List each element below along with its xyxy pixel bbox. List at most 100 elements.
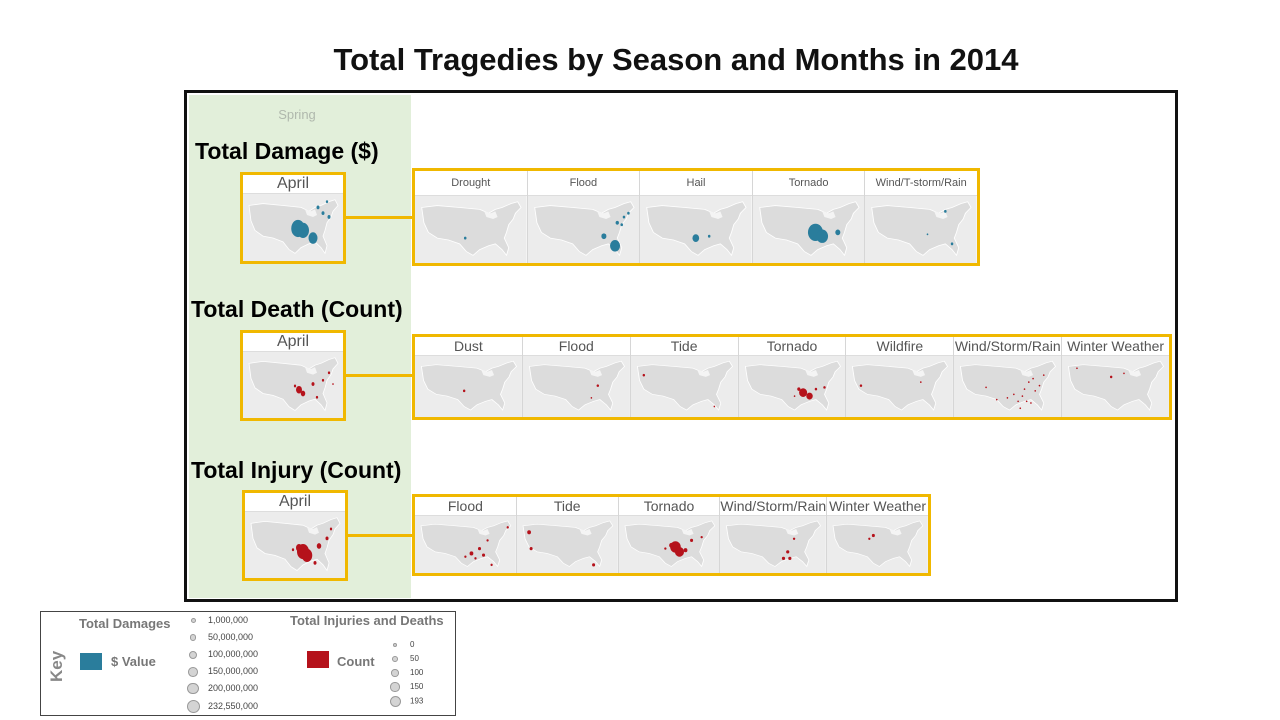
size-circle-icon xyxy=(188,666,198,677)
event-dot xyxy=(325,536,329,541)
panel-wildfire[interactable]: Wildfire xyxy=(846,337,955,417)
panel-winter-weather[interactable]: Winter Weather xyxy=(827,497,928,573)
month-thumb-death[interactable]: April xyxy=(240,330,346,421)
panel-tornado[interactable]: Tornado xyxy=(618,497,721,573)
event-dot xyxy=(805,392,813,400)
month-label: April xyxy=(243,175,343,194)
event-dot xyxy=(313,561,317,565)
damages-swatch-label: $ Value xyxy=(111,654,156,669)
panel-wind-storm-rain[interactable]: Wind/Storm/Rain xyxy=(720,497,828,573)
panel-flood[interactable]: Flood xyxy=(522,337,631,417)
event-dot xyxy=(316,543,322,549)
panel-wind-storm-rain[interactable]: Wind/Storm/Rain xyxy=(954,337,1063,417)
us-map-icon xyxy=(243,352,343,418)
connector-death xyxy=(346,374,413,377)
event-dot xyxy=(1110,375,1113,379)
panel-winter-weather[interactable]: Winter Weather xyxy=(1062,337,1170,417)
event-dot xyxy=(1043,374,1045,377)
event-dot xyxy=(1030,402,1033,404)
panel-flood[interactable]: Flood xyxy=(527,171,641,263)
us-map-icon xyxy=(415,356,522,417)
injuries-title: Total Injuries and Deaths xyxy=(290,613,444,628)
panel-tide[interactable]: Tide xyxy=(630,337,739,417)
panel-wind-t-storm-rain[interactable]: Wind/T-storm/Rain xyxy=(865,171,977,263)
panel-tornado[interactable]: Tornado xyxy=(738,337,847,417)
event-dot xyxy=(469,551,474,556)
event-dot xyxy=(642,373,645,377)
us-map-icon xyxy=(954,356,1062,417)
legend-size-item: 193 xyxy=(387,696,423,707)
event-dot xyxy=(683,548,688,553)
panel-label: Tide xyxy=(630,337,738,356)
event-dot xyxy=(1006,396,1009,399)
event-dot xyxy=(1013,393,1015,396)
event-dot xyxy=(463,236,467,240)
event-dot xyxy=(985,386,988,389)
panel-label: Tornado xyxy=(738,337,846,356)
month-thumb-injury[interactable]: April xyxy=(242,490,348,581)
panel-tornado[interactable]: Tornado xyxy=(752,171,866,263)
event-dot xyxy=(951,242,954,246)
event-dot xyxy=(1034,389,1037,392)
legend-key: Key Total Damages $ Value 1,000,000 50,00… xyxy=(40,611,456,716)
us-map-icon xyxy=(527,196,640,263)
us-map-icon xyxy=(243,194,343,261)
size-circle-icon xyxy=(392,656,398,662)
panel-strip-injury: Flood Tide Tornado Wind/Storm/Rain Winte… xyxy=(412,494,931,576)
event-dot xyxy=(920,381,923,384)
injuries-swatch xyxy=(307,651,329,668)
event-dot xyxy=(816,229,828,243)
panel-label: Tornado xyxy=(618,497,720,516)
injuries-swatch-label: Count xyxy=(337,654,375,669)
event-dot xyxy=(835,229,841,236)
event-dot xyxy=(325,200,329,204)
event-dot xyxy=(674,546,684,557)
panel-hail[interactable]: Hail xyxy=(640,171,753,263)
event-dot xyxy=(590,396,593,399)
panel-dust[interactable]: Dust xyxy=(415,337,523,417)
event-dot xyxy=(708,234,711,238)
panel-drought[interactable]: Drought xyxy=(415,171,528,263)
event-dot xyxy=(615,220,619,225)
panel-tide[interactable]: Tide xyxy=(516,497,619,573)
legend-size-item: 50,000,000 xyxy=(185,632,253,642)
key-label: Key xyxy=(47,650,66,682)
event-dot xyxy=(609,240,620,252)
connector-damage xyxy=(346,216,413,219)
size-circle-icon xyxy=(390,682,400,692)
event-dot xyxy=(301,548,313,562)
event-dot xyxy=(622,215,625,219)
event-dot xyxy=(291,548,295,552)
size-circle-icon xyxy=(190,618,196,624)
us-map-icon xyxy=(516,516,618,573)
legend-size-item: 150,000,000 xyxy=(185,666,258,677)
event-dot xyxy=(996,398,998,401)
us-map-icon xyxy=(618,516,720,573)
event-dot xyxy=(293,384,297,388)
month-thumb-damage[interactable]: April xyxy=(240,172,346,264)
event-dot xyxy=(506,526,509,529)
us-map-icon xyxy=(630,356,738,417)
legend-size-item: 232,550,000 xyxy=(185,700,258,713)
event-dot xyxy=(490,563,493,567)
event-dot xyxy=(809,224,817,233)
legend-size-item: 200,000,000 xyxy=(185,683,258,695)
event-dot xyxy=(308,232,318,244)
us-map-icon xyxy=(720,516,827,573)
event-dot xyxy=(311,382,315,386)
panel-label: Wildfire xyxy=(846,337,954,356)
panel-label: Wind/Storm/Rain xyxy=(954,338,1062,356)
legend-size-item: 100 xyxy=(387,668,423,677)
event-dot xyxy=(663,547,667,550)
section-title-death: Total Death (Count) xyxy=(191,296,403,322)
event-dot xyxy=(327,371,331,375)
event-dot xyxy=(321,378,325,382)
legend-size-item: 1,000,000 xyxy=(185,615,248,625)
event-dot xyxy=(860,384,863,387)
panel-flood[interactable]: Flood xyxy=(415,497,517,573)
event-dot xyxy=(927,233,929,236)
event-dot xyxy=(527,530,531,535)
us-map-icon xyxy=(415,196,527,263)
event-dot xyxy=(822,386,826,389)
event-dot xyxy=(296,544,302,552)
